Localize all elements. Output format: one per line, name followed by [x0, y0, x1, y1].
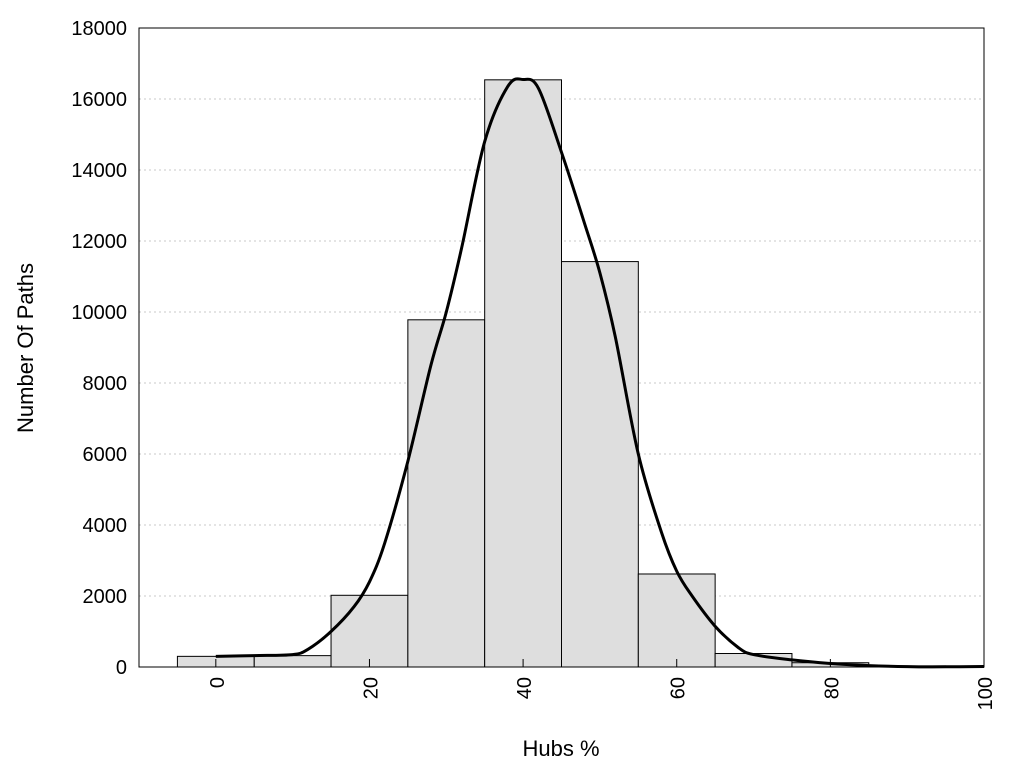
histogram-bar: [407, 319, 486, 668]
y-tick-label: 14000: [71, 160, 127, 182]
histogram-bars: [176, 79, 985, 668]
y-tick-label: 0: [116, 657, 127, 679]
histogram-bar: [253, 655, 332, 668]
x-tick-label: 0: [207, 677, 229, 688]
y-tick-label: 6000: [83, 444, 128, 466]
plot-frame: [138, 27, 985, 668]
histogram-bar: [561, 261, 639, 668]
x-tick-label: 40: [514, 677, 536, 699]
x-axis-ticks: 0 20 40 60 80 100: [207, 659, 997, 710]
y-tick-label: 8000: [83, 373, 128, 395]
x-tick-label: 60: [668, 677, 690, 699]
y-tick-label: 4000: [83, 515, 128, 537]
histogram-bar: [637, 573, 716, 668]
x-axis-title: Hubs %: [522, 736, 599, 761]
y-axis-title: Number Of Paths: [13, 263, 38, 433]
x-tick-label: 100: [975, 677, 997, 710]
y-tick-label: 16000: [71, 89, 127, 111]
density-curve: [215, 77, 985, 669]
y-tick-label: 18000: [71, 18, 127, 40]
histogram-bar: [484, 79, 563, 668]
x-tick-label: 80: [821, 677, 843, 699]
x-tick-label: 20: [360, 677, 382, 699]
y-tick-label: 10000: [71, 302, 127, 324]
density-curve-line: [215, 77, 985, 669]
histogram-bar: [330, 594, 409, 668]
y-tick-label: 2000: [83, 586, 128, 608]
y-axis-ticks: 0 2000 4000 6000 8000 10000 12000 14000 16000 180…: [71, 18, 127, 679]
y-tick-label: 12000: [71, 231, 127, 253]
grid-lines: [139, 98, 984, 597]
